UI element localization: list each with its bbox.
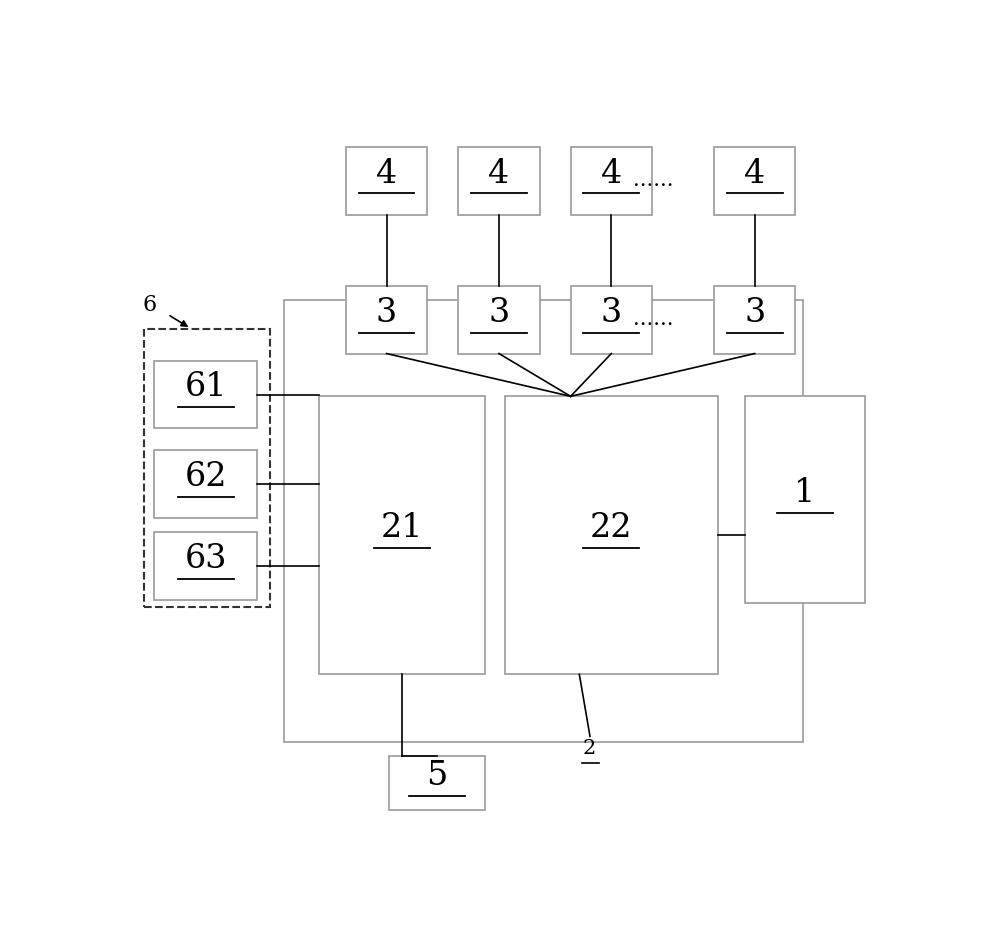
Text: 61: 61 — [184, 371, 227, 404]
Bar — [714, 286, 795, 354]
Text: 1: 1 — [794, 477, 816, 508]
Text: 63: 63 — [184, 543, 227, 574]
Text: 22: 22 — [590, 512, 633, 544]
Text: ......: ...... — [633, 170, 674, 190]
Text: 6: 6 — [142, 294, 156, 316]
Text: 21: 21 — [381, 512, 423, 544]
Text: 2: 2 — [582, 739, 596, 758]
Bar — [505, 396, 718, 674]
Bar — [346, 146, 427, 215]
Text: 4: 4 — [601, 157, 622, 190]
Bar — [571, 146, 652, 215]
Text: 4: 4 — [488, 157, 510, 190]
Bar — [284, 300, 803, 742]
Text: 5: 5 — [426, 760, 448, 792]
Text: 3: 3 — [744, 296, 765, 329]
Bar — [745, 396, 865, 603]
Text: 62: 62 — [184, 460, 227, 493]
Text: 4: 4 — [376, 157, 397, 190]
Bar — [458, 286, 540, 354]
Text: 3: 3 — [376, 296, 397, 329]
Bar — [346, 286, 427, 354]
Text: 4: 4 — [744, 157, 765, 190]
Bar — [144, 329, 270, 607]
Bar — [154, 532, 257, 599]
Bar — [714, 146, 795, 215]
Text: 3: 3 — [488, 296, 510, 329]
Bar — [388, 757, 485, 810]
Bar — [319, 396, 485, 674]
Text: ......: ...... — [633, 310, 674, 329]
Text: 3: 3 — [601, 296, 622, 329]
Bar — [571, 286, 652, 354]
Bar — [458, 146, 540, 215]
Bar — [154, 360, 257, 429]
Bar — [154, 450, 257, 518]
